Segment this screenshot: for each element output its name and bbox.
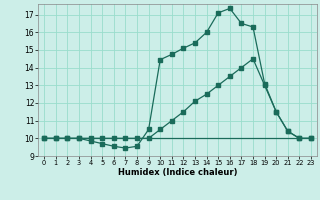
X-axis label: Humidex (Indice chaleur): Humidex (Indice chaleur) (118, 168, 237, 177)
